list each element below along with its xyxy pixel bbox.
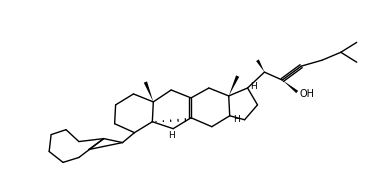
Text: OH: OH: [300, 89, 315, 99]
Text: H: H: [168, 131, 175, 140]
Polygon shape: [229, 75, 239, 96]
Polygon shape: [282, 80, 298, 93]
Text: H: H: [233, 115, 240, 124]
Polygon shape: [256, 59, 265, 72]
Text: H: H: [250, 81, 257, 90]
Polygon shape: [144, 81, 153, 102]
